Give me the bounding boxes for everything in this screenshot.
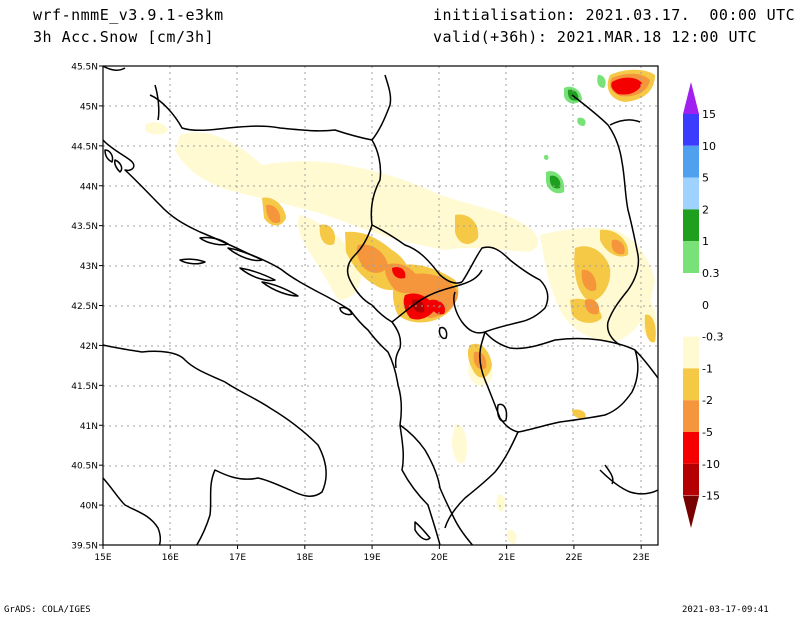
colorbar-bin (683, 114, 699, 146)
init-time: initialisation: 2021.03.17. 00:00 UTC (433, 6, 796, 24)
colorbar-bin (683, 145, 699, 178)
lon-axis-labels: 15E 16E 17E 18E 19E 20E 21E 22E 23E (94, 545, 650, 563)
footer-timestamp: 2021-03-17-09:41 (682, 605, 769, 615)
lon-tick-label: 16E (162, 553, 179, 563)
lon-tick-label: 23E (633, 553, 650, 563)
colorbar-top-arrow (683, 82, 699, 114)
lat-tick-label: 44.5N (71, 142, 98, 152)
valid-time: valid(+36h): 2021.MAR.18 12:00 UTC (433, 28, 758, 46)
colorbar-label: 1 (702, 235, 709, 248)
lat-tick-label: 45.5N (71, 63, 98, 73)
colorbar-label: -1 (702, 362, 713, 375)
lat-tick-label: 40.5N (71, 462, 98, 472)
footer-credit: GrADS: COLA/IGES (4, 605, 91, 615)
colorbar-bin (683, 400, 699, 432)
colorbar-label: -2 (702, 394, 713, 407)
lat-tick-label: 43N (80, 262, 98, 272)
snow-field (145, 69, 657, 544)
colorbar-label: 0.3 (702, 267, 720, 280)
lon-tick-label: 18E (296, 553, 313, 563)
model-name: wrf-nmmE_v3.9.1-e3km (33, 6, 224, 24)
colorbar-label: 15 (702, 108, 716, 121)
lon-tick-label: 19E (364, 553, 381, 563)
lat-tick-label: 40N (80, 502, 98, 512)
lat-tick-label: 45N (80, 102, 98, 112)
colorbar-label: -5 (702, 426, 713, 439)
colorbar-label: 2 (702, 203, 709, 216)
colorbar-label: 5 (702, 172, 709, 185)
colorbar-label: -0.3 (702, 331, 723, 344)
colorbar-bin (683, 463, 699, 496)
colorbar-bin (683, 177, 699, 210)
colorbar-bin (683, 368, 699, 401)
gridlines (103, 66, 658, 545)
lat-tick-label: 44N (80, 182, 98, 192)
colorbar-bin (683, 336, 699, 369)
lat-axis-labels: 45.5N 45N 44.5N 44N 43.5N 43N 42.5N 42N 41.5N 41N… (71, 63, 103, 552)
colorbar-label: -15 (702, 490, 720, 503)
lat-tick-label: 41.5N (71, 382, 98, 392)
colorbar-bin (683, 273, 699, 305)
colorbar-bin (683, 304, 699, 337)
lon-tick-label: 17E (229, 553, 246, 563)
colorbar: 15 10 5 2 1 0.3 0 -0.3 -1 -2 -5 -10 -15 (683, 82, 723, 528)
lon-tick-label: 22E (565, 553, 582, 563)
lat-tick-label: 41N (80, 422, 98, 432)
colorbar-label: -10 (702, 458, 720, 471)
colorbar-bin (683, 209, 699, 242)
lat-tick-label: 42N (80, 342, 98, 352)
lon-tick-label: 15E (94, 553, 111, 563)
lon-tick-label: 20E (431, 553, 448, 563)
lat-tick-label: 43.5N (71, 222, 98, 232)
colorbar-label: 0 (702, 299, 709, 312)
colorbar-bottom-arrow (683, 496, 699, 528)
lat-tick-label: 42.5N (71, 302, 98, 312)
field-title: 3h Acc.Snow [cm/3h] (33, 28, 215, 46)
colorbar-label: 10 (702, 140, 716, 153)
lon-tick-label: 21E (498, 553, 515, 563)
colorbar-bin (683, 432, 699, 464)
lat-tick-label: 39.5N (71, 542, 98, 552)
coastlines-borders (103, 66, 658, 545)
colorbar-bin (683, 241, 699, 273)
